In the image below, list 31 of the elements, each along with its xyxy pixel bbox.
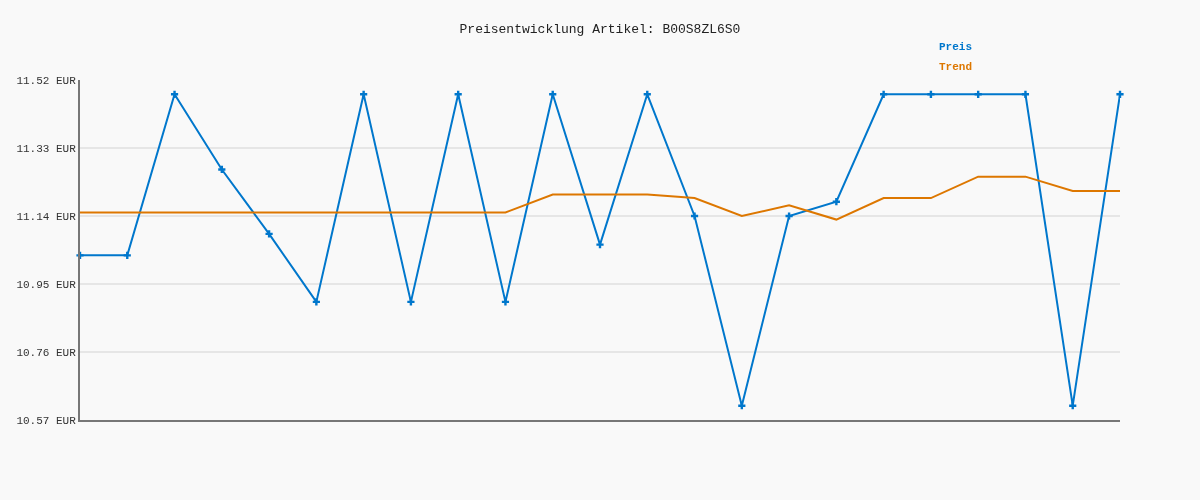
- point: [1069, 402, 1077, 410]
- point: [1021, 90, 1030, 98]
- point: [785, 212, 793, 220]
- chart-title: Preisentwicklung Artikel: B00S8ZL6S0: [459, 21, 741, 37]
- y-tick-label: 10.57 EUR: [16, 414, 77, 427]
- point: [832, 198, 840, 206]
- y-tick-label: 11.52 EUR: [16, 74, 77, 87]
- point: [218, 165, 226, 174]
- point: [738, 402, 746, 410]
- point: [265, 230, 273, 238]
- point: [1116, 90, 1124, 98]
- y-tick-label: 11.14 EUR: [16, 210, 77, 223]
- y-tick-label: 10.76 EUR: [16, 346, 77, 359]
- point: [596, 241, 604, 249]
- point: [974, 90, 982, 98]
- point: [549, 90, 557, 98]
- point: [170, 90, 179, 98]
- text: Trend: [939, 61, 973, 73]
- point: [123, 251, 131, 259]
- y-tick-label: 11.33 EUR: [16, 142, 77, 155]
- point: [312, 298, 320, 306]
- point: [360, 90, 368, 98]
- point: [690, 212, 699, 220]
- point: [927, 90, 935, 98]
- point: [643, 90, 651, 98]
- point: [880, 90, 888, 98]
- line-series: [80, 175, 1120, 221]
- text: Preis: [939, 41, 973, 53]
- point: [407, 298, 415, 306]
- y-tick-label: 10.95 EUR: [16, 278, 77, 291]
- point: [454, 90, 462, 98]
